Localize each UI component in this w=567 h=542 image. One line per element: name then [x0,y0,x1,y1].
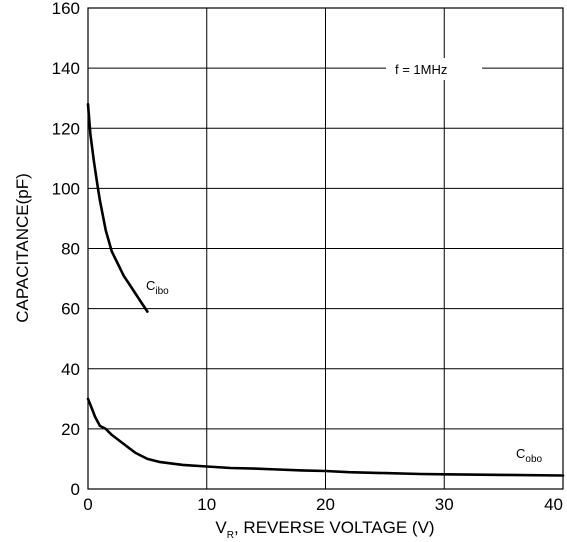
x-tick-label: 0 [83,495,92,514]
y-tick-label: 80 [61,240,80,259]
y-tick-label: 120 [52,119,80,138]
series-cibo-line [86,102,149,313]
series-label-cibo: Cibo [146,278,169,297]
y-tick-label: 160 [52,0,80,18]
x-tick-label: 40 [544,495,563,514]
y-tick-label: 20 [61,420,80,439]
series-label-cobo: Cobo [516,446,543,465]
y-tick-label: 40 [61,360,80,379]
grid-lines [88,8,563,489]
y-tick-label: 140 [52,59,80,78]
series-cobo-line [86,397,565,477]
x-tick-label: 20 [316,495,335,514]
y-axis-label: CAPACITANCE(pF) [13,173,32,323]
tick-labels: 0 10 20 30 40 0 20 40 60 80 100 120 140 160 [52,0,563,514]
x-tick-label: 30 [435,495,454,514]
x-tick-label: 10 [197,495,216,514]
series-curves [86,102,565,477]
y-tick-label: 60 [61,300,80,319]
x-axis-label: VR, REVERSE VOLTAGE (V) [215,518,434,541]
y-tick-label: 0 [71,480,80,499]
y-tick-label: 100 [52,179,80,198]
frequency-annotation: f = 1MHz [395,62,447,77]
annotation-background [386,58,482,80]
plot-frame [87,7,564,490]
